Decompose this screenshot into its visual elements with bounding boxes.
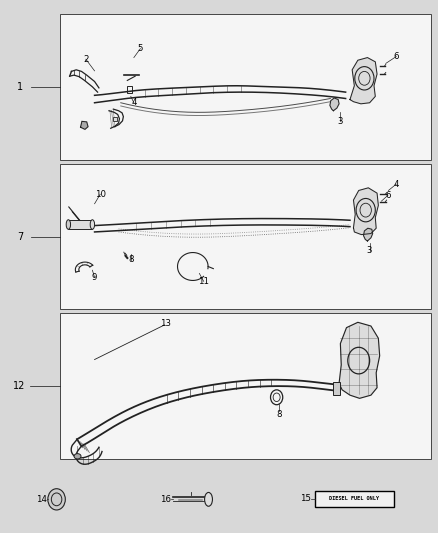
Bar (60, 14, 431, 160)
Bar (60, 313, 431, 459)
Text: 3: 3 (338, 117, 343, 126)
Polygon shape (353, 188, 378, 235)
Text: 12: 12 (13, 381, 25, 391)
Text: 6: 6 (393, 52, 399, 61)
Text: 8: 8 (128, 255, 134, 264)
Text: 15: 15 (300, 494, 311, 503)
Text: 11: 11 (198, 277, 209, 286)
Bar (127, 86, 132, 93)
Bar (332, 382, 340, 395)
Text: 16: 16 (160, 495, 171, 504)
Text: 8: 8 (276, 410, 282, 419)
Ellipse shape (90, 220, 95, 229)
Text: DIESEL FUEL ONLY: DIESEL FUEL ONLY (329, 496, 379, 502)
Bar (315, 491, 394, 507)
Ellipse shape (205, 492, 212, 506)
Text: 2: 2 (83, 55, 88, 63)
Polygon shape (81, 122, 88, 130)
Text: 3: 3 (367, 246, 372, 255)
Polygon shape (364, 228, 373, 241)
Text: 14: 14 (36, 495, 47, 504)
Text: 7: 7 (17, 232, 24, 242)
Text: 10: 10 (95, 190, 106, 199)
Text: 4: 4 (131, 98, 137, 107)
Text: 5: 5 (138, 44, 143, 53)
Text: 9: 9 (92, 273, 97, 281)
Bar (60, 165, 431, 309)
Text: 4: 4 (393, 180, 399, 189)
Bar (113, 117, 117, 122)
Ellipse shape (66, 220, 71, 229)
Text: 6: 6 (385, 191, 391, 200)
Circle shape (48, 489, 65, 510)
Text: 13: 13 (160, 319, 171, 328)
Polygon shape (330, 98, 339, 111)
Polygon shape (350, 58, 377, 104)
Polygon shape (339, 322, 380, 398)
Ellipse shape (74, 454, 81, 459)
Bar (68, 220, 92, 229)
Text: 1: 1 (17, 82, 23, 92)
